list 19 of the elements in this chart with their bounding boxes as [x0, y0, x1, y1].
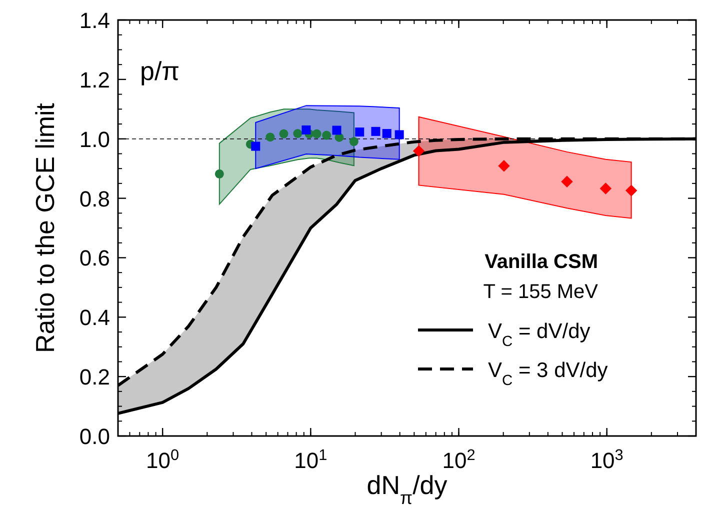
y-tick-label: 1.2 [79, 67, 110, 92]
y-axis-title: Ratio to the GCE limit [30, 102, 60, 353]
y-tick-label: 0.4 [79, 305, 110, 330]
y-tick-label: 0.2 [79, 364, 110, 390]
annotation: p/π [140, 56, 180, 86]
x-tick-label: 10$^{1}$ [294, 446, 328, 473]
x-tick-label: 10$^{3}$ [590, 446, 624, 473]
legend-label: V$_{C}$ = 3 dV/dy [488, 359, 608, 389]
x-tick-label: 10$^{0}$ [146, 446, 180, 473]
y-tick-label: 1.0 [79, 126, 110, 152]
y-tick-label: 0.0 [79, 424, 110, 449]
y-tick-label: 0.8 [79, 186, 110, 212]
y-tick-label: 0.6 [79, 246, 110, 271]
x-axis-title: dN$_{π}$/dy [366, 470, 448, 508]
annotation: T = 155 MeV [483, 281, 599, 303]
legend-label: V$_{C}$ = dV/dy [488, 320, 591, 350]
x-tick-label: 10$^{2}$ [442, 446, 476, 473]
y-tick-label: 1.4 [79, 8, 110, 33]
annotation: Vanilla CSM [484, 251, 598, 273]
